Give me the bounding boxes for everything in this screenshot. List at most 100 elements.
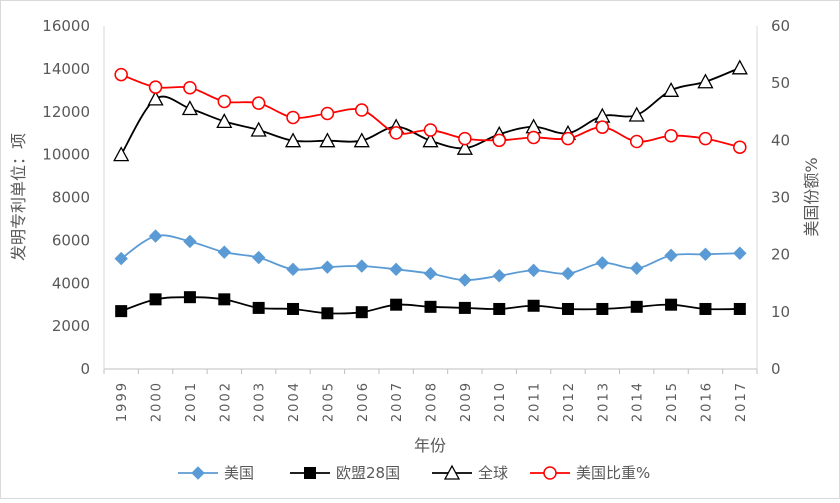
data-point-eu28 (493, 302, 506, 315)
data-point-us-share (114, 67, 128, 82)
data-point-eu28 (390, 298, 403, 311)
data-point-eu28 (527, 299, 540, 312)
data-point-global (456, 139, 473, 155)
y2-tick-label: 50 (771, 74, 790, 92)
legend-label: 全球 (478, 464, 508, 482)
y2-tick-label: 0 (771, 360, 781, 378)
legend-marker (191, 466, 205, 480)
y-tick-label: 2000 (52, 317, 90, 335)
legend-label: 美国比重% (576, 464, 650, 482)
y2-tick-label: 20 (771, 246, 790, 264)
data-point-eu28 (561, 302, 574, 315)
data-point-us (630, 261, 644, 275)
data-point-eu28 (596, 302, 609, 315)
data-point-us-share (733, 140, 747, 154)
data-point-global (422, 132, 439, 148)
y-tick-label: 4000 (52, 274, 90, 292)
y-tick-label: 6000 (52, 231, 90, 249)
series-global (113, 59, 748, 162)
data-point-us-share (561, 131, 575, 146)
data-point-global (284, 132, 302, 148)
legend-label: 欧盟28国 (336, 464, 400, 482)
data-point-us (698, 247, 713, 262)
x-tick-label: 2010 (493, 381, 508, 422)
data-point-us-share (251, 96, 266, 110)
data-point-eu28 (424, 300, 437, 313)
data-point-us (492, 269, 506, 283)
data-point-us-share (664, 129, 678, 143)
data-point-eu28 (321, 307, 334, 320)
data-point-us (389, 262, 403, 277)
data-point-us (183, 234, 197, 249)
data-point-eu28 (355, 306, 368, 319)
x-axis-title: 年份 (414, 436, 446, 455)
y2-tick-label: 60 (771, 17, 790, 35)
y2-tick-label: 40 (771, 131, 790, 149)
data-point-global (216, 113, 233, 129)
data-point-us (251, 250, 266, 265)
data-point-us-share (458, 131, 472, 146)
x-tick-label: 2012 (562, 381, 577, 422)
data-point-us-share (526, 130, 541, 145)
series-us-share (114, 67, 747, 154)
x-tick-label: 2002 (218, 381, 233, 422)
data-point-us (733, 246, 747, 260)
data-point-us-share (698, 131, 713, 146)
axes: 0 2000 4000 6000 8000 10000 12000 14000 16000 0 10… (42, 17, 790, 422)
data-point-eu28 (149, 293, 162, 306)
x-tick-label: 2013 (596, 381, 611, 422)
legend-item-eu28: 欧盟28国 (290, 464, 400, 482)
x-tick-label: 2007 (390, 381, 405, 422)
x-tick-label: 2003 (253, 381, 268, 422)
y2-tick-label: 10 (771, 303, 790, 321)
data-point-us-share (595, 120, 610, 134)
x-tick-label: 2009 (459, 381, 474, 422)
y-axis-title: 发明专利单位：项 (9, 133, 28, 261)
data-point-us (458, 273, 472, 287)
data-point-us-share (286, 110, 300, 125)
x-tick-label: 2014 (631, 381, 646, 422)
y-tick-label: 16000 (42, 17, 90, 35)
data-point-us (664, 248, 678, 263)
x-tick-label: 2017 (734, 381, 749, 422)
data-point-us (114, 251, 128, 266)
legend: 美国 欧盟28国 全球 美国比重% (178, 464, 650, 482)
legend-item-us-share: 美国比重% (530, 464, 650, 482)
data-point-global (250, 121, 267, 137)
data-point-global (113, 146, 130, 162)
data-point-us-share (423, 123, 438, 137)
legend-marker (543, 466, 557, 480)
data-point-us-share (320, 106, 335, 121)
y-tick-label: 10000 (42, 146, 90, 164)
data-point-us-share (389, 126, 403, 140)
x-tick-label: 2001 (184, 381, 199, 422)
data-point-us-share (148, 80, 163, 94)
data-point-global (147, 90, 164, 106)
data-point-eu28 (665, 298, 678, 311)
data-point-eu28 (733, 302, 746, 315)
series-us (114, 229, 747, 287)
legend-marker (304, 467, 316, 479)
y2-tick-label: 30 (771, 189, 790, 207)
y-tick-label: 0 (80, 360, 90, 378)
data-point-us-share (492, 133, 506, 148)
data-point-eu28 (183, 291, 196, 304)
x-tick-label: 2006 (356, 381, 371, 422)
data-point-us (561, 266, 575, 281)
legend-item-us: 美国 (178, 464, 254, 482)
y-tick-label: 12000 (42, 103, 90, 121)
data-point-us-share (217, 94, 232, 109)
legend-label: 美国 (224, 464, 254, 482)
data-point-global (662, 81, 680, 97)
data-point-us (320, 260, 335, 274)
x-tick-label: 2008 (425, 381, 440, 422)
data-point-global (628, 106, 645, 122)
data-point-us (355, 259, 369, 273)
data-point-us-share (183, 80, 197, 95)
data-point-us (217, 245, 231, 259)
data-point-us (423, 266, 438, 281)
y-tick-label: 14000 (42, 60, 90, 78)
data-point-global (319, 132, 336, 148)
data-point-us (595, 256, 610, 270)
data-point-eu28 (218, 293, 231, 306)
